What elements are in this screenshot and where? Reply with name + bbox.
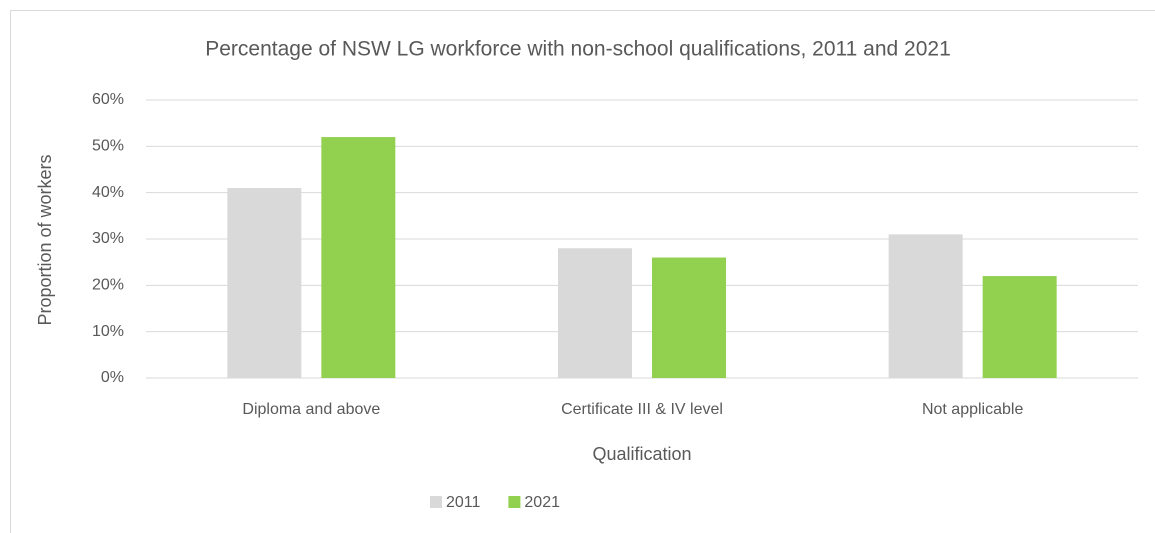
y-tick-label: 60% — [92, 91, 124, 108]
legend-swatch — [508, 496, 521, 508]
x-tick-label: Diploma and above — [242, 401, 380, 418]
y-tick-label: 30% — [92, 230, 124, 247]
x-tick-label: Certificate III & IV level — [561, 401, 723, 418]
y-tick-label: 10% — [92, 323, 124, 340]
bar — [227, 188, 302, 378]
bar — [558, 248, 632, 378]
chart-title: Percentage of NSW LG workforce with non-… — [205, 38, 951, 61]
chart-frame — [10, 10, 1155, 533]
y-tick-label: 50% — [92, 138, 124, 155]
legend-label: 2021 — [524, 494, 560, 511]
bar — [888, 234, 963, 378]
x-axis-label: Qualification — [592, 444, 691, 464]
y-tick-label: 20% — [92, 277, 124, 294]
bar — [321, 137, 396, 378]
legend-label: 2011 — [446, 494, 481, 511]
y-tick-label: 40% — [92, 184, 124, 201]
y-axis-label: Proportion of workers — [35, 154, 55, 325]
legend-swatch — [430, 496, 442, 508]
bar — [982, 276, 1057, 378]
x-tick-label: Not applicable — [922, 401, 1024, 418]
bar — [652, 257, 726, 378]
y-tick-label: 0% — [101, 369, 124, 386]
